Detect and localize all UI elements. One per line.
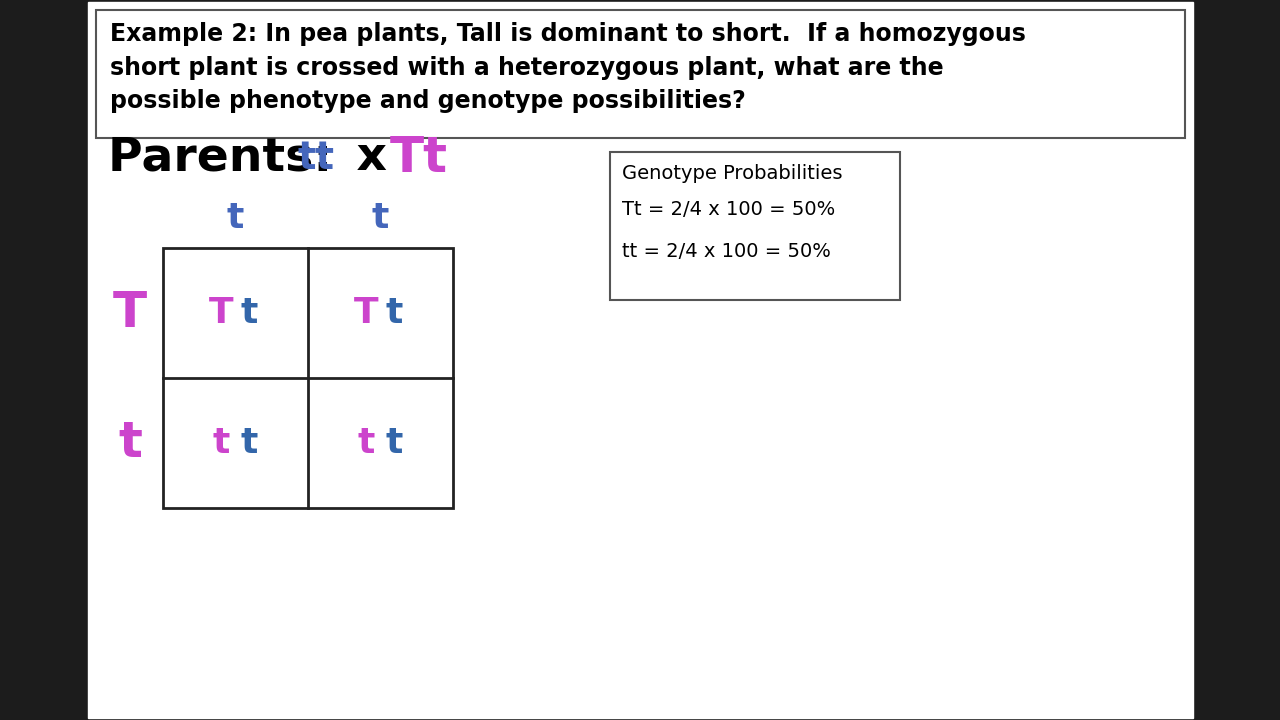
Text: x: x bbox=[340, 135, 403, 181]
Text: t: t bbox=[371, 201, 389, 235]
Text: t: t bbox=[385, 296, 403, 330]
Text: t: t bbox=[118, 419, 142, 467]
Text: t: t bbox=[227, 201, 244, 235]
Text: t: t bbox=[241, 426, 259, 460]
Bar bbox=[96, 10, 1185, 138]
Text: T: T bbox=[355, 296, 379, 330]
Text: T: T bbox=[209, 296, 234, 330]
Text: Example 2: In pea plants, Tall is dominant to short.  If a homozygous
short plan: Example 2: In pea plants, Tall is domina… bbox=[110, 22, 1025, 113]
Text: Tt = 2/4 x 100 = 50%: Tt = 2/4 x 100 = 50% bbox=[622, 200, 836, 219]
Text: t: t bbox=[358, 426, 375, 460]
Text: tt = 2/4 x 100 = 50%: tt = 2/4 x 100 = 50% bbox=[622, 242, 831, 261]
Text: t: t bbox=[241, 296, 259, 330]
Text: tt: tt bbox=[298, 139, 335, 177]
Text: Parents:: Parents: bbox=[108, 135, 365, 181]
Bar bbox=[88, 2, 1193, 718]
Bar bbox=[611, 152, 900, 300]
Text: t: t bbox=[212, 426, 230, 460]
Text: Tt: Tt bbox=[390, 134, 448, 182]
Text: T: T bbox=[113, 289, 147, 337]
Text: Genotype Probabilities: Genotype Probabilities bbox=[622, 164, 842, 183]
Text: t: t bbox=[385, 426, 403, 460]
Bar bbox=[163, 248, 453, 508]
